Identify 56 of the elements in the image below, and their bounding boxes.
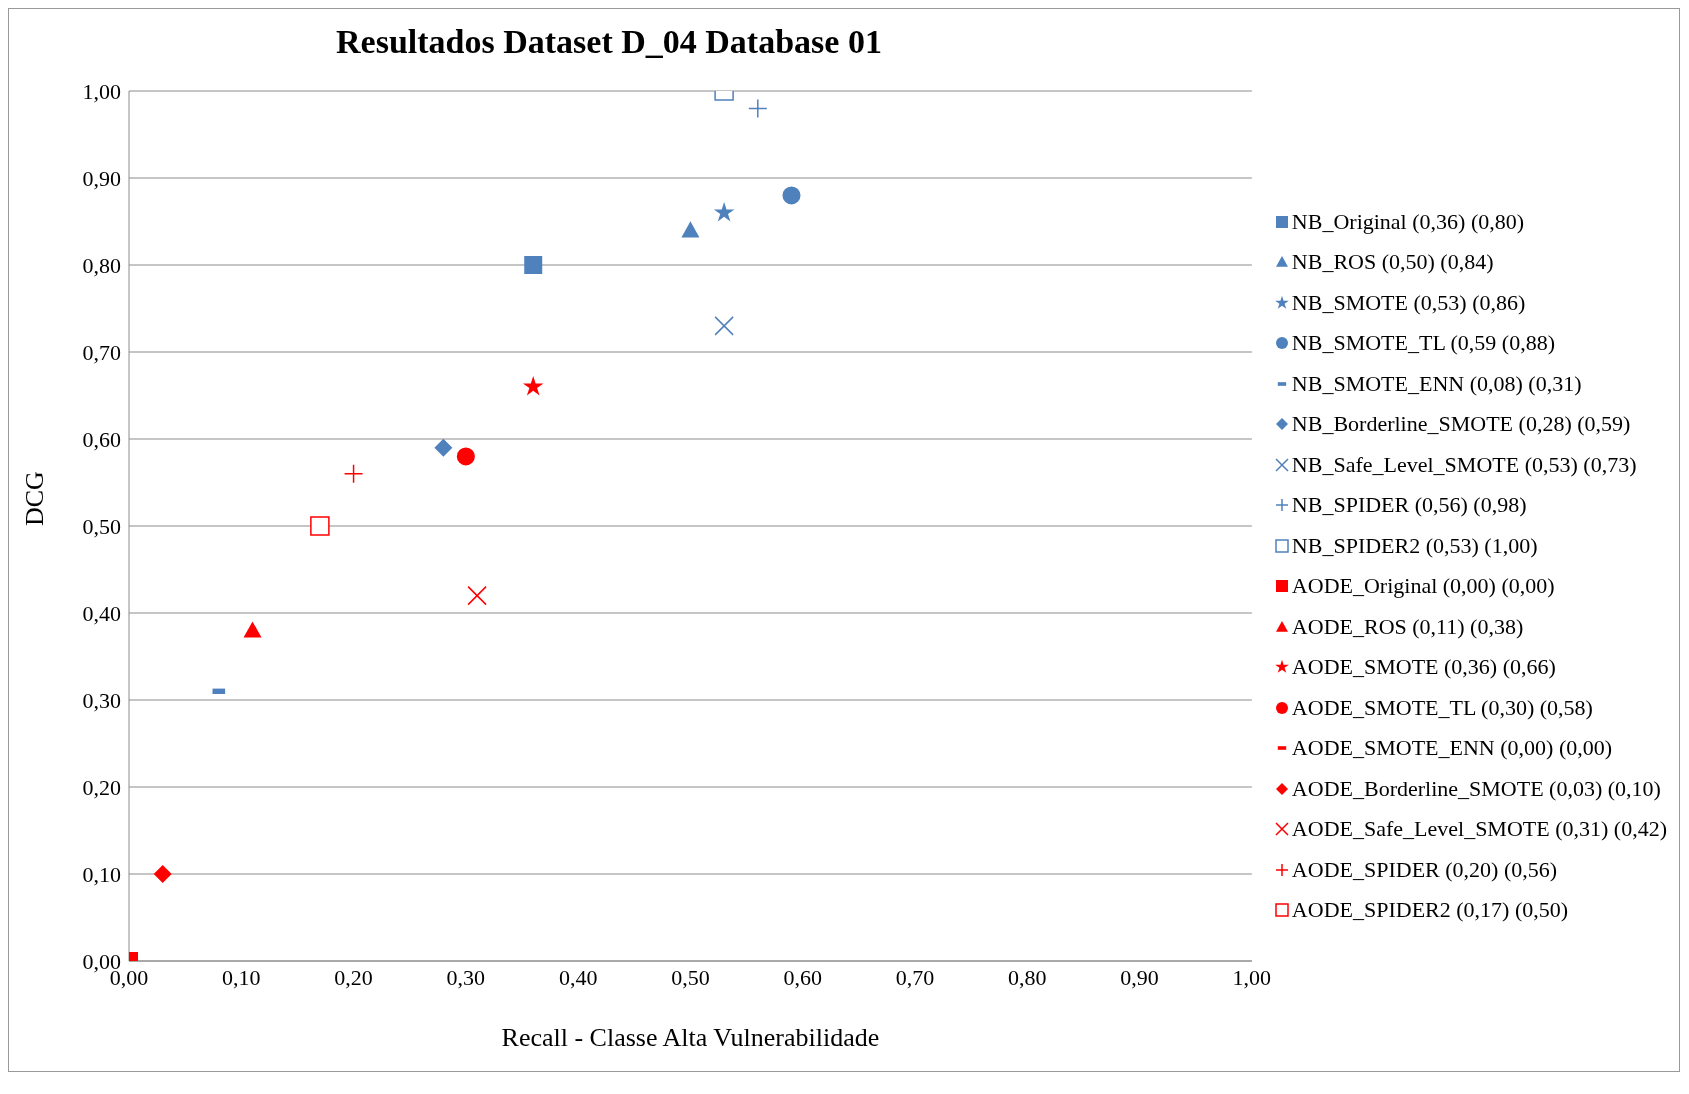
y-tick-label: 0,70 — [82, 339, 121, 365]
point — [713, 202, 735, 222]
legend-label: NB_Original (0,36) (0,80) — [1291, 207, 1525, 236]
point — [522, 376, 544, 396]
x-tick-label: 0,40 — [558, 964, 598, 990]
legend-label: NB_SMOTE_ENN (0,08) (0,31) — [1291, 369, 1582, 398]
y-tick-label: 0,90 — [82, 165, 121, 191]
point — [782, 186, 801, 205]
y-tick-label: 0,80 — [82, 252, 121, 278]
legend-label: AODE_ROS (0,11) (0,38) — [1291, 612, 1524, 641]
x-tick-label: 0,60 — [783, 964, 822, 990]
point — [343, 464, 364, 484]
x-tick-label: 0,10 — [222, 964, 261, 990]
legend-label: AODE_Original (0,00) (0,00) — [1291, 572, 1555, 600]
y-tick-label: 1,00 — [82, 78, 121, 104]
x-tick-label: 0,30 — [446, 964, 486, 990]
point — [748, 98, 768, 119]
legend-label: AODE_SMOTE_ENN (0,00) (0,00) — [1291, 734, 1613, 762]
legend-label: AODE_SPIDER2 (0,17) (0,50) — [1291, 896, 1569, 924]
point — [310, 516, 330, 536]
y-tick-label: 0,50 — [82, 513, 121, 539]
x-tick-label: 0,90 — [1120, 964, 1159, 990]
legend-label: AODE_SMOTE (0,36) (0,66) — [1291, 653, 1556, 681]
legend-label: AODE_Borderline_SMOTE (0,03) (0,10) — [1291, 774, 1661, 803]
x-tick-label: 0,20 — [334, 964, 373, 990]
y-tick-label: 0,60 — [82, 426, 121, 452]
legend-label: NB_ROS (0,50) (0,84) — [1291, 248, 1494, 276]
legend-label: NB_Borderline_SMOTE (0,28) (0,59) — [1291, 410, 1631, 438]
x-tick-label: 1,00 — [1232, 964, 1272, 990]
point — [153, 865, 172, 883]
y-tick-label: 0,20 — [82, 774, 121, 800]
point — [434, 438, 453, 457]
legend-label: NB_SMOTE (0,53) (0,86) — [1291, 288, 1526, 317]
y-tick-label: 0,40 — [82, 600, 121, 626]
x-tick-label: 0,80 — [1008, 964, 1047, 990]
y-tick-label: 0,00 — [82, 948, 121, 974]
legend-label: NB_SMOTE_TL (0,59 (0,88) — [1291, 329, 1556, 357]
legend-label: AODE_Safe_Level_SMOTE (0,31) (0,42) — [1291, 815, 1667, 843]
x-tick-label: 0,70 — [895, 964, 935, 990]
point — [243, 621, 262, 638]
point — [524, 256, 543, 274]
point — [714, 316, 734, 336]
legend-label: NB_SPIDER (0,56) (0,98) — [1291, 491, 1527, 519]
legend-label: AODE_SMOTE_TL (0,30) (0,58) — [1291, 693, 1593, 722]
y-axis-title: DCG — [20, 471, 50, 526]
point — [467, 585, 487, 606]
point — [456, 447, 475, 466]
point — [681, 221, 700, 238]
y-tick-label: 0,30 — [82, 687, 121, 713]
legend-label: NB_SPIDER2 (0,53) (1,00) — [1291, 531, 1538, 560]
x-axis-title: Recall - Classe Alta Vulnerabilidade — [501, 1023, 880, 1052]
y-tick-label: 0,10 — [82, 861, 121, 887]
legend-label: AODE_SPIDER (0,20) (0,56) — [1291, 855, 1558, 884]
chart-title: Resultados Dataset D_04 Database 01 — [335, 22, 883, 61]
legend-label: NB_Safe_Level_SMOTE (0,53) (0,73) — [1291, 450, 1637, 479]
x-tick-label: 0,50 — [671, 964, 710, 990]
